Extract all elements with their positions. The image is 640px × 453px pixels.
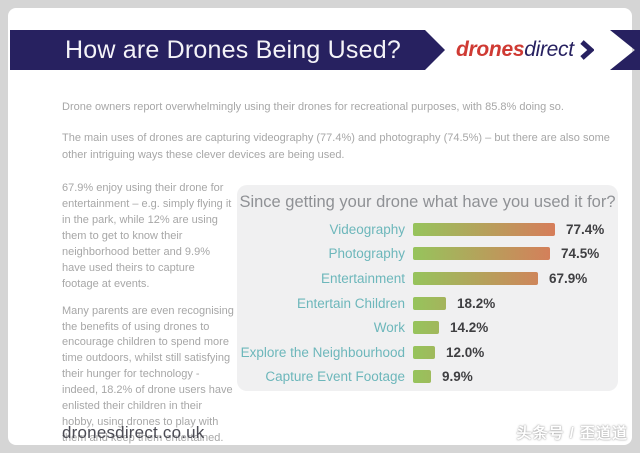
logo-text-direct: direct [524, 38, 574, 61]
chart-row: Work 14.2% [237, 315, 618, 340]
intro-text: Drone owners report overwhelmingly using… [62, 99, 614, 164]
bar [413, 247, 550, 261]
chevron-right-icon [580, 40, 594, 60]
logo-text-drones: drones [456, 38, 525, 61]
page-title: How are Drones Being Used? [65, 35, 401, 64]
sidebar-text: 67.9% enjoy using their drone for entert… [62, 181, 234, 447]
chart-row: Capture Event Footage 9.9% [237, 365, 618, 390]
bar [413, 321, 439, 335]
chart-row: Photography 74.5% [237, 242, 618, 267]
value-label: 9.9% [442, 369, 473, 385]
category-label: Photography [328, 246, 405, 262]
value-label: 18.2% [457, 295, 496, 311]
bar [413, 370, 431, 384]
value-label: 14.2% [450, 320, 489, 336]
category-label: Explore the Neighbourhood [240, 344, 405, 360]
chart-panel: Since getting your drone what have you u… [237, 185, 618, 391]
bar [413, 296, 446, 310]
bar [413, 345, 435, 359]
chart-row: Entertainment 67.9% [237, 266, 618, 291]
dronesdirect-logo: drones direct [456, 30, 594, 70]
bar [413, 271, 538, 285]
value-label: 67.9% [549, 270, 588, 286]
intro-paragraph-1: Drone owners report overwhelmingly using… [62, 101, 564, 113]
category-label: Entertainment [320, 270, 405, 286]
intro-paragraph-2: The main uses of drones are capturing vi… [62, 132, 610, 162]
chart-row: Videography 77.4% [237, 217, 618, 242]
bar [413, 222, 555, 236]
chart-row: Explore the Neighbourhood 12.0% [237, 340, 618, 365]
chart-title: Since getting your drone what have you u… [239, 193, 616, 211]
category-label: Capture Event Footage [265, 369, 405, 385]
website-url: dronesdirect.co.uk [62, 423, 205, 442]
value-label: 74.5% [561, 246, 600, 262]
category-label: Videography [329, 221, 405, 237]
sidebar-paragraph-2: Many parents are even recognising the be… [62, 304, 234, 445]
header-banner: How are Drones Being Used? [10, 30, 445, 70]
sidebar-paragraph-1: 67.9% enjoy using their drone for entert… [62, 182, 232, 290]
value-label: 77.4% [566, 221, 605, 237]
watermark-text: 头条号 / 歪道道 [516, 425, 628, 442]
category-label: Entertain Children [296, 295, 405, 311]
chart-rows: Videography 77.4% Photography 74.5% Entertai… [237, 217, 618, 389]
chart-row: Entertain Children 18.2% [237, 291, 618, 316]
category-label: Work [373, 320, 405, 336]
value-label: 12.0% [446, 344, 485, 360]
